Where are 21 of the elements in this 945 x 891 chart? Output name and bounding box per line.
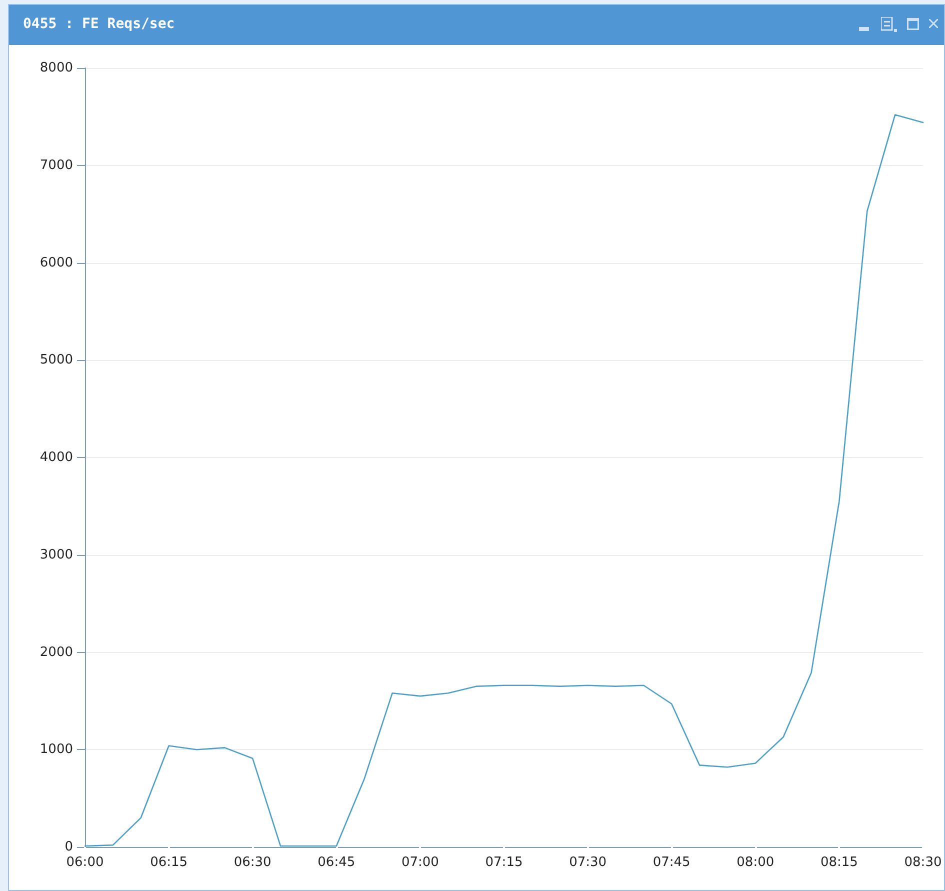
x-tick-label: 07:30: [569, 855, 607, 870]
x-tick-label: 06:30: [234, 855, 272, 870]
y-tick-label: 8000: [40, 60, 73, 76]
x-tick-label: 06:45: [318, 855, 356, 870]
x-tick-label: 08:30: [904, 855, 942, 870]
x-tick-label: 06:00: [66, 855, 104, 870]
y-tick-label: 7000: [40, 158, 73, 173]
y-tick-label: 2000: [40, 644, 73, 660]
chart-title: 0455 : FE Reqs/sec: [23, 16, 175, 32]
x-tick-label: 08:15: [820, 855, 858, 870]
x-tick-label: 08:00: [736, 855, 774, 870]
x-tick-label: 07:45: [652, 855, 690, 870]
y-tick-label: 3000: [40, 547, 73, 562]
x-tick-label: 06:15: [150, 855, 188, 870]
y-tick-label: 1000: [40, 742, 73, 758]
y-tick-label: 5000: [40, 352, 73, 368]
y-tick-label: 0: [64, 840, 73, 854]
y-tick-label: 4000: [40, 450, 73, 465]
x-tick-label: 07:15: [485, 855, 523, 870]
x-tick-label: 07:00: [401, 855, 439, 870]
y-tick-label: 6000: [40, 255, 73, 270]
